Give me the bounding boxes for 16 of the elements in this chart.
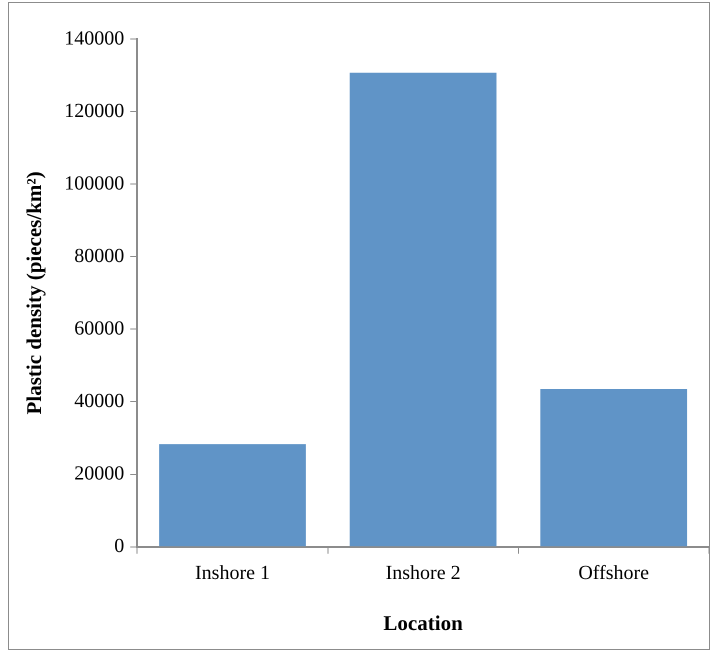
y-tick-label: 20000 xyxy=(74,462,124,485)
y-tick-label: 140000 xyxy=(64,27,124,50)
bar xyxy=(540,389,688,546)
y-tick-label: 40000 xyxy=(74,390,124,412)
y-tick-label: 80000 xyxy=(74,244,124,267)
x-tick-label: Inshore 1 xyxy=(195,562,270,584)
y-tick-label: 120000 xyxy=(64,100,124,122)
y-tick-label: 0 xyxy=(114,535,124,558)
x-tick-label: Inshore 2 xyxy=(386,562,461,584)
y-tick-label: 100000 xyxy=(64,172,124,194)
bar xyxy=(350,72,496,546)
y-axis-title: Plastic density (pieces/km²) xyxy=(22,171,46,414)
x-axis-title: Location xyxy=(383,610,464,635)
y-tick-label: 60000 xyxy=(74,317,124,340)
x-tick-label: Offshore xyxy=(578,562,650,584)
bar xyxy=(159,444,306,546)
